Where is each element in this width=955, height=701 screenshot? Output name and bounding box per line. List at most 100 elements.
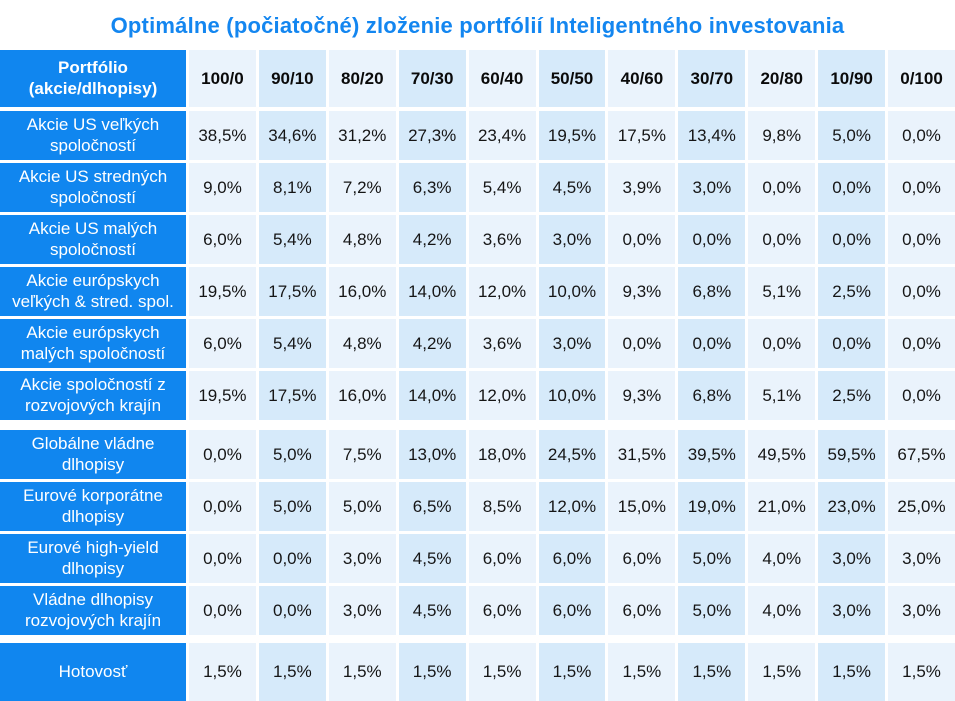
value-cell: 9,8% bbox=[748, 111, 816, 160]
value-cell: 23,4% bbox=[468, 111, 536, 160]
value-cell: 6,8% bbox=[678, 371, 746, 420]
value-cell: 0,0% bbox=[608, 319, 676, 368]
value-cell: 1,5% bbox=[538, 643, 606, 701]
value-cell: 0,0% bbox=[888, 319, 955, 368]
value-cell: 9,0% bbox=[189, 163, 256, 212]
value-cell: 24,5% bbox=[538, 430, 606, 479]
row-label: Akcie európskych veľkých & stred. spol. bbox=[0, 267, 186, 316]
value-cell: 0,0% bbox=[748, 319, 816, 368]
value-cell: 1,5% bbox=[818, 643, 886, 701]
column-header-60-40: 60/40 bbox=[468, 50, 536, 107]
value-cell: 5,0% bbox=[678, 586, 746, 635]
value-cell: 9,3% bbox=[608, 371, 676, 420]
value-cell: 6,0% bbox=[468, 534, 536, 583]
value-cell: 3,6% bbox=[468, 215, 536, 264]
value-cell: 0,0% bbox=[189, 482, 256, 531]
value-cell: 6,0% bbox=[538, 534, 606, 583]
value-cell: 0,0% bbox=[888, 163, 955, 212]
value-cell: 19,5% bbox=[538, 111, 606, 160]
value-cell: 6,0% bbox=[608, 534, 676, 583]
value-cell: 9,3% bbox=[608, 267, 676, 316]
value-cell: 7,2% bbox=[328, 163, 396, 212]
value-cell: 17,5% bbox=[608, 111, 676, 160]
value-cell: 3,0% bbox=[678, 163, 746, 212]
value-cell: 2,5% bbox=[818, 267, 886, 316]
value-cell: 13,0% bbox=[398, 430, 466, 479]
value-cell: 5,1% bbox=[748, 371, 816, 420]
value-cell: 17,5% bbox=[258, 371, 326, 420]
portfolio-table: Portfólio (akcie/dlhopisy) 100/0 90/10 80/… bbox=[0, 50, 955, 701]
column-header-40-60: 40/60 bbox=[608, 50, 676, 107]
value-cell: 12,0% bbox=[468, 371, 536, 420]
value-cell: 2,5% bbox=[818, 371, 886, 420]
value-cell: 6,0% bbox=[189, 319, 256, 368]
value-cell: 1,5% bbox=[468, 643, 536, 701]
value-cell: 0,0% bbox=[888, 267, 955, 316]
value-cell: 19,5% bbox=[189, 267, 256, 316]
value-cell: 7,5% bbox=[328, 430, 396, 479]
value-cell: 4,5% bbox=[398, 534, 466, 583]
value-cell: 6,0% bbox=[468, 586, 536, 635]
column-header-100-0: 100/0 bbox=[189, 50, 256, 107]
value-cell: 0,0% bbox=[818, 215, 886, 264]
value-cell: 4,5% bbox=[398, 586, 466, 635]
value-cell: 6,0% bbox=[189, 215, 256, 264]
value-cell: 21,0% bbox=[748, 482, 816, 531]
value-cell: 1,5% bbox=[398, 643, 466, 701]
value-cell: 3,0% bbox=[328, 586, 396, 635]
table-section-equities: Akcie US veľkých spoločností 38,5% 34,6% 31… bbox=[0, 111, 955, 420]
value-cell: 38,5% bbox=[189, 111, 256, 160]
value-cell: 4,0% bbox=[748, 534, 816, 583]
value-cell: 10,0% bbox=[538, 371, 606, 420]
value-cell: 16,0% bbox=[328, 267, 396, 316]
column-header-90-10: 90/10 bbox=[258, 50, 326, 107]
row-label: Eurové korporátne dlhopisy bbox=[0, 482, 186, 531]
value-cell: 8,1% bbox=[258, 163, 326, 212]
value-cell: 12,0% bbox=[468, 267, 536, 316]
value-cell: 3,0% bbox=[538, 319, 606, 368]
value-cell: 18,0% bbox=[468, 430, 536, 479]
value-cell: 14,0% bbox=[398, 371, 466, 420]
column-header-30-70: 30/70 bbox=[678, 50, 746, 107]
row-label: Vládne dlhopisy rozvojových krajín bbox=[0, 586, 186, 635]
value-cell: 6,0% bbox=[538, 586, 606, 635]
value-cell: 4,8% bbox=[328, 215, 396, 264]
value-cell: 6,5% bbox=[398, 482, 466, 531]
value-cell: 4,0% bbox=[748, 586, 816, 635]
value-cell: 6,0% bbox=[608, 586, 676, 635]
value-cell: 5,0% bbox=[328, 482, 396, 531]
value-cell: 8,5% bbox=[468, 482, 536, 531]
value-cell: 0,0% bbox=[888, 371, 955, 420]
table-section-cash: Hotovosť 1,5% 1,5% 1,5% 1,5% 1,5% 1,5% 1,5% 1,5%… bbox=[0, 643, 955, 701]
value-cell: 0,0% bbox=[748, 163, 816, 212]
value-cell: 5,0% bbox=[678, 534, 746, 583]
value-cell: 31,2% bbox=[328, 111, 396, 160]
row-header-line1: Portfólio bbox=[58, 57, 128, 77]
value-cell: 3,0% bbox=[888, 534, 955, 583]
column-header-10-90: 10/90 bbox=[818, 50, 886, 107]
value-cell: 14,0% bbox=[398, 267, 466, 316]
value-cell: 4,2% bbox=[398, 215, 466, 264]
row-header-line2: (akcie/dlhopisy) bbox=[28, 78, 158, 98]
value-cell: 5,1% bbox=[748, 267, 816, 316]
value-cell: 3,0% bbox=[818, 586, 886, 635]
value-cell: 0,0% bbox=[678, 215, 746, 264]
row-label: Eurové high-yield dlhopisy bbox=[0, 534, 186, 583]
value-cell: 3,0% bbox=[328, 534, 396, 583]
row-label: Akcie US veľkých spoločností bbox=[0, 111, 186, 160]
value-cell: 0,0% bbox=[189, 586, 256, 635]
value-cell: 4,5% bbox=[538, 163, 606, 212]
value-cell: 6,3% bbox=[398, 163, 466, 212]
value-cell: 1,5% bbox=[189, 643, 256, 701]
value-cell: 5,4% bbox=[258, 319, 326, 368]
value-cell: 10,0% bbox=[538, 267, 606, 316]
value-cell: 0,0% bbox=[888, 111, 955, 160]
value-cell: 15,0% bbox=[608, 482, 676, 531]
value-cell: 3,6% bbox=[468, 319, 536, 368]
value-cell: 3,9% bbox=[608, 163, 676, 212]
table-body: Akcie US veľkých spoločností 38,5% 34,6% 31… bbox=[0, 111, 955, 701]
value-cell: 6,8% bbox=[678, 267, 746, 316]
column-header-50-50: 50/50 bbox=[538, 50, 606, 107]
value-cell: 12,0% bbox=[538, 482, 606, 531]
